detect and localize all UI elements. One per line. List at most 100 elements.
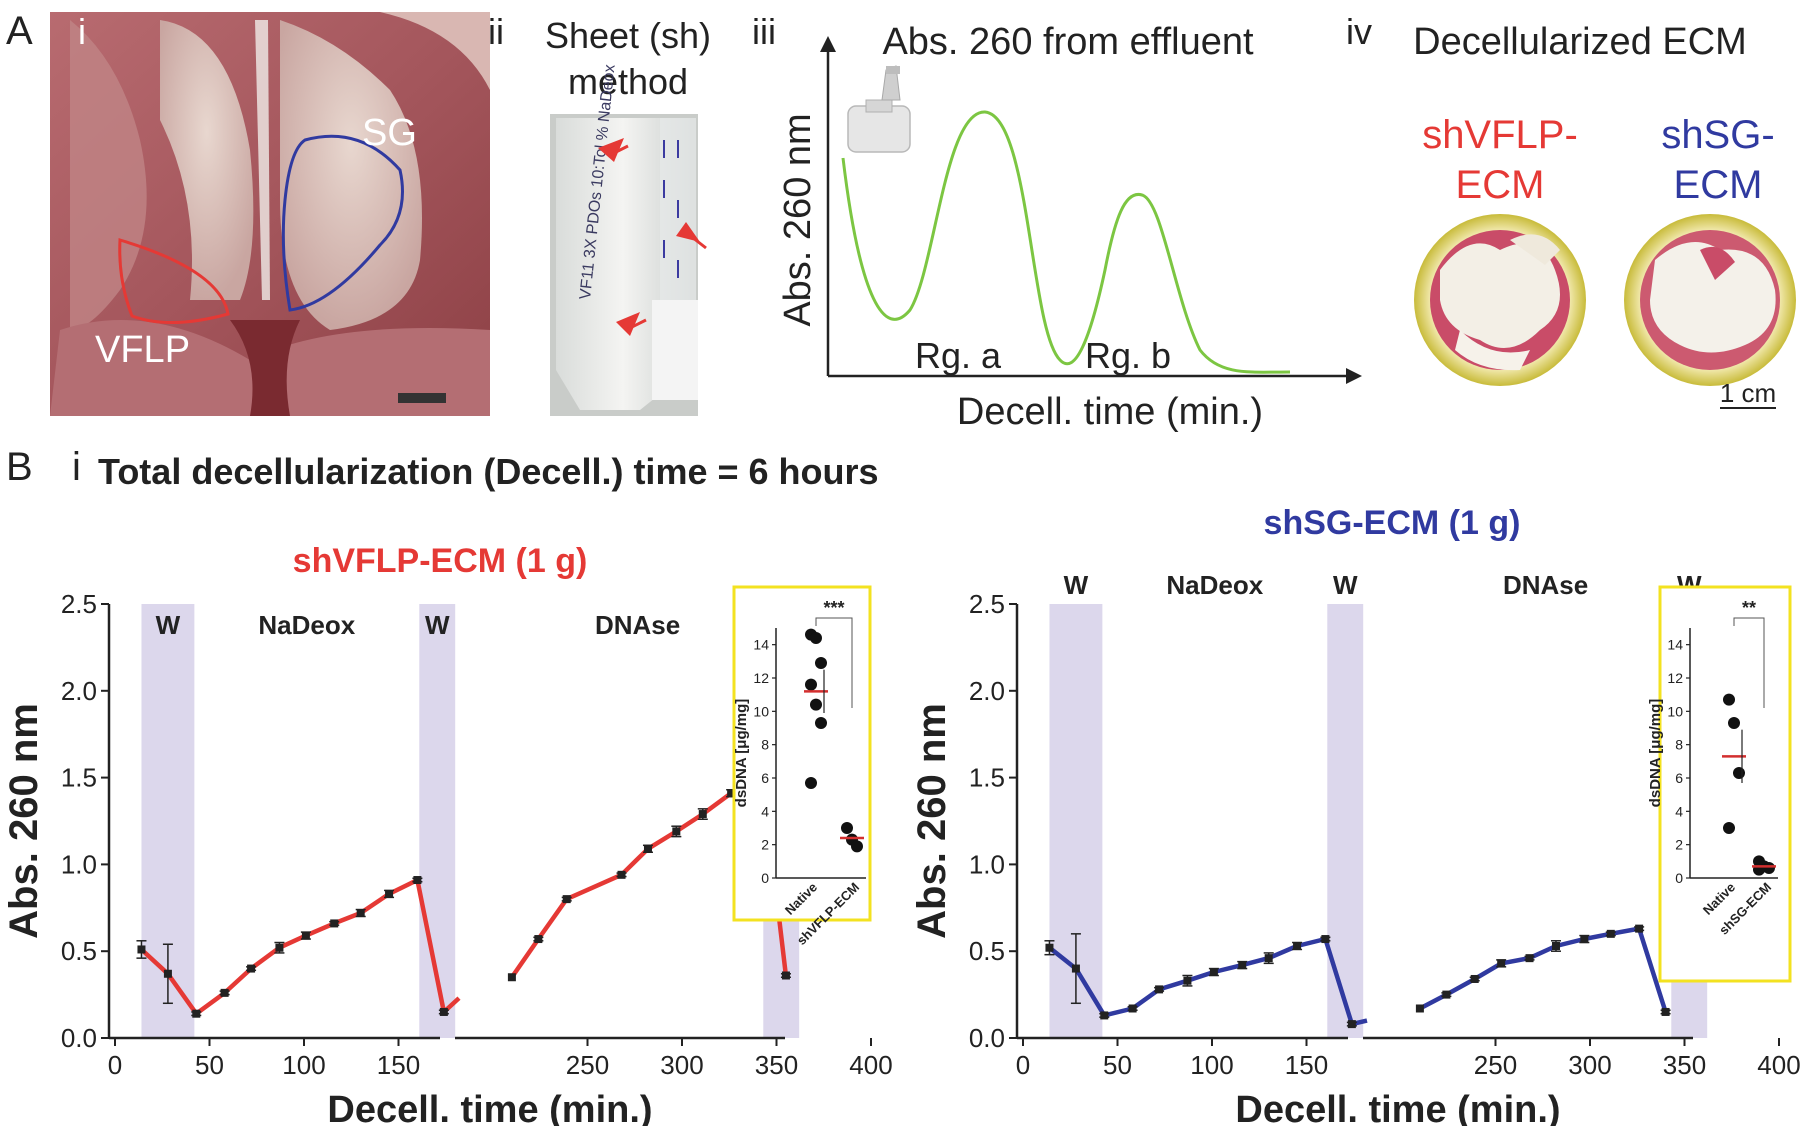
data-point (385, 889, 394, 898)
y-axis-label: Abs. 260 nm (910, 703, 954, 939)
data-point (781, 971, 790, 980)
y-tick-label: 0.5 (969, 936, 1005, 966)
inset-y-tick-label: 6 (761, 770, 769, 786)
x-tick-label: 400 (1757, 1050, 1800, 1080)
y-tick-label: 0.0 (969, 1023, 1005, 1053)
inset-native-point (810, 632, 822, 644)
inset-y-tick-label: 10 (1667, 703, 1683, 719)
inset-native-point (1723, 693, 1735, 706)
schematic-ylabel: Abs. 260 nm (777, 113, 819, 326)
inset-ecm-point (851, 840, 863, 853)
data-point (1470, 974, 1479, 983)
phase-label: NaDeox (258, 610, 355, 640)
data-point (1497, 959, 1506, 968)
data-point (507, 973, 516, 982)
shsg-ecm-dish (1624, 214, 1796, 386)
inset-ecm-point (841, 822, 853, 834)
panel-a-i-photo (50, 12, 490, 416)
inset-native-point (805, 777, 817, 789)
inset-y-tick-label: 6 (1675, 770, 1683, 786)
data-point (1415, 1004, 1424, 1013)
x-axis-label: Decell. time (min.) (1235, 1089, 1560, 1126)
inset-significance: ** (1742, 598, 1756, 618)
data-point (1661, 1007, 1670, 1016)
panel-a-iii-label: iii (752, 11, 776, 52)
data-point (1100, 1011, 1109, 1020)
phase-label: DNAse (595, 610, 680, 640)
phase-label: DNAse (1503, 570, 1588, 600)
x-tick-label: 100 (1190, 1050, 1233, 1080)
x-tick-label: 0 (108, 1050, 122, 1080)
inset-y-tick-label: 14 (1667, 637, 1683, 653)
inset-frame (732, 585, 872, 922)
panel-a-ii-label: ii (488, 11, 504, 52)
data-point (1580, 935, 1589, 944)
sheet-method-title: Sheet (sh) (545, 15, 711, 56)
data-point (1293, 941, 1302, 950)
panel-letter-b: B (6, 445, 33, 489)
data-point (617, 870, 626, 879)
data-point (413, 876, 422, 885)
y-axis-arrowhead (820, 36, 836, 52)
shvflp-ecm-label-line1: shVFLP- (1422, 113, 1578, 157)
data-point (672, 827, 681, 836)
phase-label: W (1064, 570, 1089, 600)
shsg-ecm-label-line1: shSG- (1661, 113, 1774, 157)
panel-a-ii-photo: VF11 3X PDOs 10:Tol % NaDeox (550, 64, 707, 416)
sheet-method-subtitle: method (568, 61, 688, 102)
inset-y-tick-label: 10 (753, 703, 769, 719)
x-tick-label: 250 (566, 1050, 609, 1080)
x-tick-label: 350 (755, 1050, 798, 1080)
data-point (163, 969, 172, 978)
data-point (220, 988, 229, 997)
schematic-title: Abs. 260 from effluent (882, 21, 1254, 63)
x-tick-label: 150 (1285, 1050, 1328, 1080)
inset-significance: *** (823, 598, 844, 618)
x-tick-label: 300 (660, 1050, 703, 1080)
inset-y-tick-label: 4 (761, 803, 769, 819)
arrow-marker-1 (598, 138, 624, 162)
inset-native-point (1728, 717, 1740, 729)
panel-b-i-label: i (72, 445, 81, 489)
data-point (1045, 943, 1054, 952)
inset-native-point (1733, 767, 1745, 779)
inset-native-point (810, 698, 822, 711)
phase-label: W (425, 610, 450, 640)
y-tick-label: 1.0 (61, 849, 97, 879)
schematic-curve (841, 110, 1291, 374)
inset-native-point (815, 717, 827, 729)
inset-ecm-point (1763, 862, 1775, 874)
y-axis-label: Abs. 260 nm (2, 703, 46, 939)
x-axis-label: Decell. time (min.) (327, 1089, 652, 1126)
y-tick-label: 2.0 (61, 676, 97, 706)
data-point (192, 1009, 201, 1018)
chart-shvflp-ecm: shVFLP-ECM (1 g)WNaDeoxWDNAseW0.00.51.01… (2, 542, 893, 1126)
inset-y-tick-label: 8 (761, 737, 769, 753)
region-b-label: Rg. b (1085, 335, 1171, 376)
data-point (1238, 961, 1247, 970)
data-point (1606, 929, 1615, 938)
inset-y-tick-label: 0 (1675, 870, 1683, 886)
inset-y-tick-label: 12 (753, 670, 769, 686)
sg-label: SG (362, 112, 417, 154)
inset-y-label: dsDNA [μg/mg] (733, 699, 750, 808)
chart-title: shSG-ECM (1 g) (1264, 504, 1521, 542)
data-point (1551, 941, 1560, 950)
vflp-label: VFLP (95, 329, 190, 371)
inset-y-tick-label: 2 (1675, 837, 1683, 853)
x-tick-label: 300 (1568, 1050, 1611, 1080)
x-tick-label: 400 (849, 1050, 892, 1080)
x-tick-label: 100 (282, 1050, 325, 1080)
data-point (1155, 985, 1164, 994)
inset-native-point (805, 678, 817, 691)
inset-y-label: dsDNA [μg/mg] (1647, 699, 1664, 808)
scale-bar (398, 393, 446, 403)
inset-native-point (1723, 822, 1735, 834)
data-point (1347, 1020, 1356, 1029)
data-point (1264, 954, 1273, 963)
wash-band (1327, 604, 1364, 1038)
data-point (137, 945, 146, 954)
data-point (356, 909, 365, 918)
y-tick-label: 2.5 (61, 589, 97, 619)
